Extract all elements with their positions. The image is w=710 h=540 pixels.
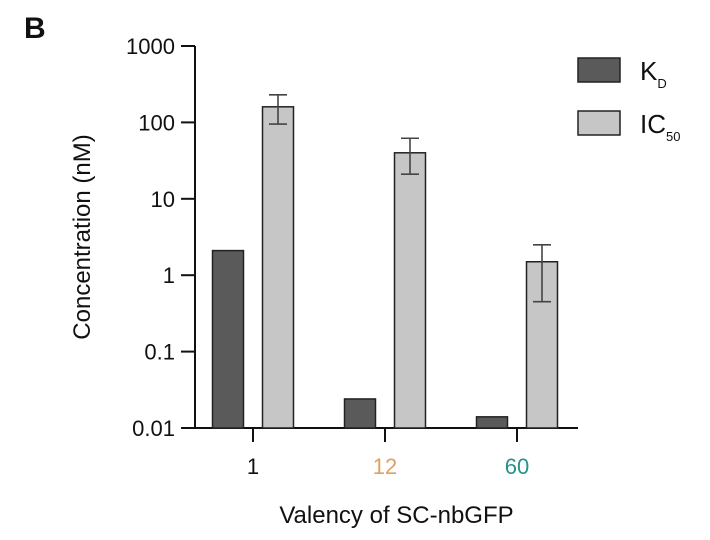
x-tick-label: 12 xyxy=(373,454,397,479)
legend-label-ic50: IC50 xyxy=(640,109,680,144)
y-tick-label: 1000 xyxy=(126,34,175,59)
y-tick-label: 1 xyxy=(163,263,175,288)
bar-ic50 xyxy=(525,260,559,429)
y-tick-label: 0.1 xyxy=(144,340,175,365)
x-axis-label: Valency of SC-nbGFP xyxy=(279,502,513,529)
bar-ic50 xyxy=(393,152,427,429)
y-axis-label: Concentration (nM) xyxy=(69,134,96,339)
y-tick-label: 10 xyxy=(151,187,175,212)
y-tick-label: 0.01 xyxy=(132,416,175,441)
bar-kd xyxy=(211,249,245,429)
legend-swatch-kd xyxy=(577,57,621,83)
bar-kd xyxy=(343,398,377,429)
bar-ic50 xyxy=(261,106,295,429)
legend-label-kd: KD xyxy=(640,56,667,91)
legend-swatch-ic50 xyxy=(577,110,621,136)
bar-kd xyxy=(475,416,509,429)
y-tick-label: 100 xyxy=(138,110,175,135)
x-tick-label: 60 xyxy=(505,454,529,479)
panel-letter: B xyxy=(24,12,46,45)
x-tick-label: 1 xyxy=(247,454,259,479)
